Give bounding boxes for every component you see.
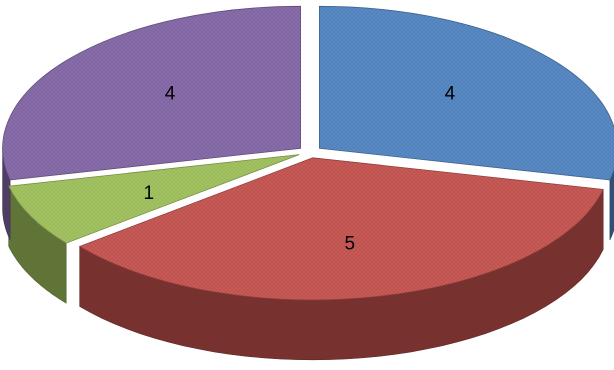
slice-texture-3 [2, 6, 301, 180]
slice-texture-0 [319, 6, 614, 180]
slice-label-1: 5 [345, 234, 356, 255]
slice-label-0: 4 [445, 83, 456, 104]
slice-labels: 4 5 1 4 [144, 83, 456, 254]
slice-tops [2, 5, 614, 301]
slice-label-2: 1 [144, 183, 155, 204]
slice-texture-2 [8, 154, 300, 244]
slice-sides [2, 148, 614, 361]
slice-side-0 [609, 168, 614, 241]
slice-texture-1 [79, 157, 604, 300]
slice-label-3: 4 [165, 83, 176, 104]
